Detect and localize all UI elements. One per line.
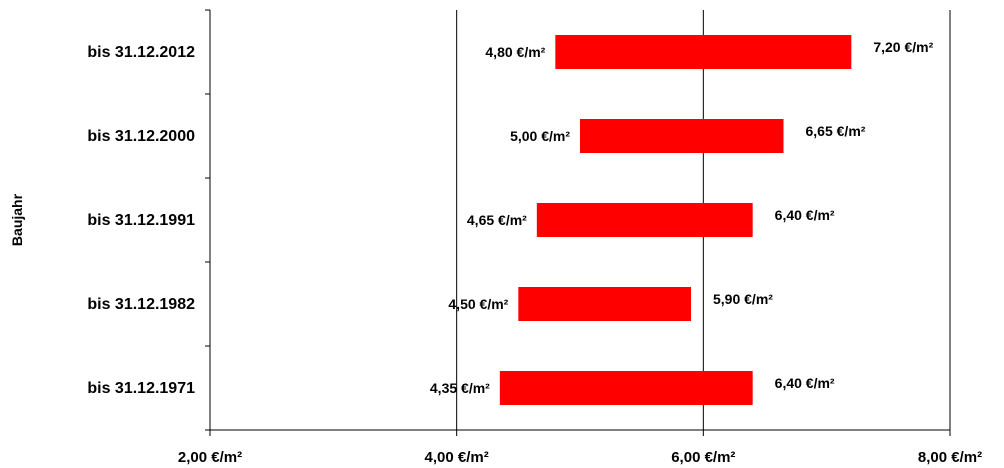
tick-labels: 2,00 €/m² 4,00 €/m² 6,00 €/m² 8,00 €/m² xyxy=(178,449,982,466)
category-label: bis 31.12.2012 xyxy=(87,44,195,61)
category-label: bis 31.12.2000 xyxy=(87,128,195,145)
bar-group xyxy=(499,35,852,405)
axes xyxy=(205,9,951,436)
range-bar xyxy=(536,203,753,237)
high-value-label: 6,40 €/m² xyxy=(775,375,835,391)
range-bar xyxy=(580,119,784,153)
category-label: bis 31.12.1971 xyxy=(87,380,195,397)
high-value-label: 6,65 €/m² xyxy=(806,123,866,139)
low-value-label: 4,80 €/m² xyxy=(485,44,545,60)
high-value-label: 6,40 €/m² xyxy=(775,207,835,223)
x-tick-label: 4,00 €/m² xyxy=(425,449,489,466)
range-bar xyxy=(499,371,753,405)
low-value-label: 4,65 €/m² xyxy=(467,212,527,228)
range-bar xyxy=(555,35,852,69)
high-value-label: 5,90 €/m² xyxy=(713,291,773,307)
value-labels: 4,80 €/m² 7,20 €/m² 5,00 €/m² 6,65 €/m² 4,65… xyxy=(430,39,934,396)
x-tick-label: 6,00 €/m² xyxy=(671,449,735,466)
x-tick-label: 2,00 €/m² xyxy=(178,449,242,466)
y-axis-label: Baujahr xyxy=(9,193,25,246)
low-value-label: 4,50 €/m² xyxy=(448,296,508,312)
range-bar xyxy=(518,287,691,321)
category-label: bis 31.12.1991 xyxy=(87,212,195,229)
category-labels: bis 31.12.2012 bis 31.12.2000 bis 31.12.19… xyxy=(87,44,195,397)
x-tick-label: 8,00 €/m² xyxy=(918,449,982,466)
category-label: bis 31.12.1982 xyxy=(87,296,195,313)
high-value-label: 7,20 €/m² xyxy=(873,39,933,55)
low-value-label: 4,35 €/m² xyxy=(430,380,490,396)
low-value-label: 5,00 €/m² xyxy=(510,128,570,144)
